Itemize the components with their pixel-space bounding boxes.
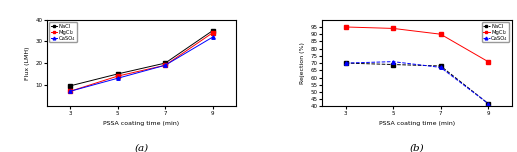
Line: NaCl: NaCl	[344, 61, 490, 105]
Legend: NaCl, MgCl₂, CaSO₄: NaCl, MgCl₂, CaSO₄	[49, 22, 77, 42]
MgCl₂	[390, 28, 396, 29]
NaCl	[485, 103, 491, 104]
X-axis label: PSSA coating time (min): PSSA coating time (min)	[379, 121, 455, 126]
Line: CaSO₄: CaSO₄	[69, 35, 215, 93]
Line: MgCl₂: MgCl₂	[344, 25, 490, 63]
MgCl₂	[162, 64, 169, 66]
Line: MgCl₂: MgCl₂	[69, 31, 215, 93]
Y-axis label: Flux (LMH): Flux (LMH)	[25, 46, 30, 80]
NaCl	[162, 62, 169, 64]
CaSO₄	[115, 77, 121, 79]
CaSO₄	[209, 36, 216, 38]
Title: (b): (b)	[409, 143, 424, 152]
Y-axis label: Rejection (%): Rejection (%)	[300, 42, 305, 84]
CaSO₄	[67, 90, 73, 92]
NaCl	[209, 30, 216, 31]
NaCl	[343, 62, 349, 64]
CaSO₄	[485, 103, 491, 104]
MgCl₂	[209, 32, 216, 34]
NaCl	[67, 85, 73, 87]
Line: CaSO₄: CaSO₄	[344, 60, 490, 105]
NaCl	[437, 65, 444, 67]
MgCl₂	[67, 90, 73, 92]
X-axis label: PSSA coating time (min): PSSA coating time (min)	[103, 121, 179, 126]
MgCl₂	[485, 61, 491, 63]
MgCl₂	[343, 26, 349, 28]
Title: (a): (a)	[134, 143, 148, 152]
CaSO₄	[437, 67, 444, 68]
NaCl	[390, 64, 396, 65]
CaSO₄	[343, 62, 349, 64]
MgCl₂	[115, 75, 121, 77]
NaCl	[115, 73, 121, 75]
CaSO₄	[390, 61, 396, 63]
Line: NaCl: NaCl	[69, 29, 215, 88]
Legend: NaCl, MgCl₂, CaSO₄: NaCl, MgCl₂, CaSO₄	[482, 22, 509, 42]
CaSO₄	[162, 64, 169, 66]
MgCl₂	[437, 33, 444, 35]
